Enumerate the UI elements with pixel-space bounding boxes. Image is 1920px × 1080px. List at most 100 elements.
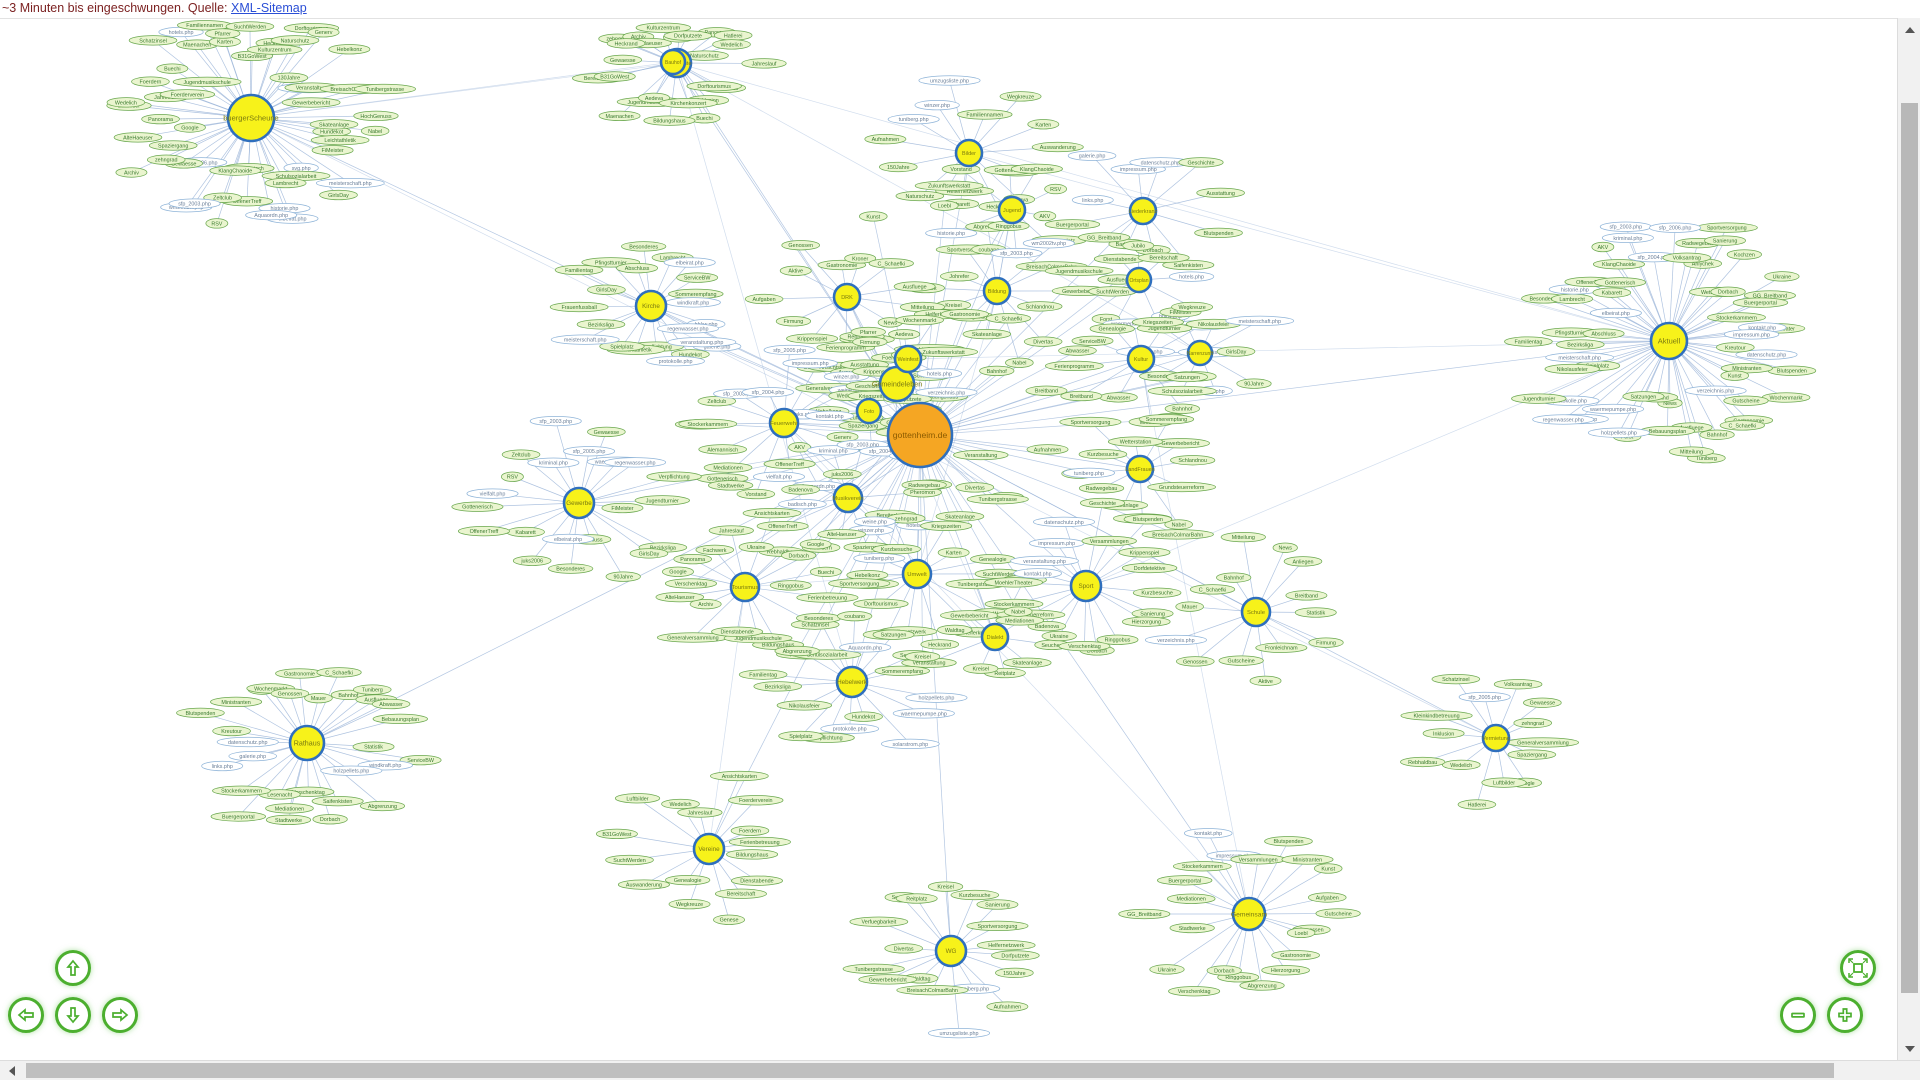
graph-leaf-node[interactable]: Google	[799, 539, 832, 550]
graph-leaf-node[interactable]: Wedelich	[106, 97, 146, 108]
graph-leaf-node[interactable]: Karten	[1027, 119, 1060, 130]
graph-hub-node[interactable]: Rathaus	[288, 724, 326, 762]
graph-leaf-node[interactable]: OffenerTreff	[457, 526, 510, 537]
graph-leaf-node[interactable]: Gastronomie	[1271, 950, 1320, 961]
graph-leaf-node[interactable]: Genossen	[1176, 656, 1215, 667]
graph-hub-node[interactable]: Foto	[855, 397, 883, 425]
graph-leaf-node[interactable]: Jugendturnier	[1511, 393, 1567, 404]
graph-leaf-node[interactable]: Auswanderung	[617, 879, 670, 890]
graph-leaf-node[interactable]: Kabarett	[1592, 287, 1632, 298]
graph-leaf-node[interactable]: Auswanderung	[1031, 141, 1084, 153]
graph-leaf-node[interactable]: Inklusion	[1422, 728, 1465, 739]
graph-leaf-node[interactable]: Sanierung	[1704, 235, 1746, 246]
graph-hub-node[interactable]: Jugend	[997, 195, 1027, 225]
graph-leaf-node[interactable]: meisterschaft.php	[1225, 315, 1295, 326]
graph-hub-node[interactable]: Umwelt	[901, 558, 933, 590]
graph-leaf-node[interactable]: Bebauungsplan	[372, 713, 428, 725]
graph-leaf-node[interactable]: AKV	[1591, 241, 1615, 253]
graph-leaf-node[interactable]: meisterschaft.php	[550, 334, 620, 345]
graph-leaf-node[interactable]: Kreisel	[927, 881, 964, 892]
graph-leaf-node[interactable]: Genealogie	[665, 875, 711, 886]
graph-leaf-node[interactable]: vielfalt.php	[752, 471, 805, 482]
graph-leaf-node[interactable]: Fachwerk	[695, 544, 735, 556]
graph-leaf-node[interactable]: Spaziergang	[1507, 749, 1557, 760]
graph-leaf-node[interactable]: Mauer	[1175, 601, 1204, 612]
graph-leaf-node[interactable]: Jahreslauf	[677, 807, 723, 818]
zoom-out-button[interactable]	[1780, 997, 1816, 1033]
graph-leaf-node[interactable]: Versammlungen	[1230, 854, 1286, 865]
graph-leaf-node[interactable]: Tunibergstrasse	[353, 83, 416, 95]
horizontal-scroll-thumb[interactable]	[26, 1063, 1834, 1078]
graph-leaf-node[interactable]: Zeltclub	[697, 395, 737, 407]
fit-to-screen-button[interactable]	[1840, 950, 1876, 986]
graph-leaf-node[interactable]: GirlsDay	[1216, 346, 1256, 357]
graph-leaf-node[interactable]: Kurzbesuche	[950, 889, 1000, 901]
graph-leaf-node[interactable]: datenschutz.php	[1735, 349, 1798, 360]
graph-leaf-node[interactable]: Nikolausfeier	[1544, 363, 1600, 375]
graph-leaf-node[interactable]: Aufnahmen	[864, 134, 907, 145]
graph-leaf-node[interactable]: Sommerempfang	[668, 288, 724, 300]
graph-leaf-node[interactable]: Reitplatz	[895, 893, 938, 904]
graph-leaf-node[interactable]: GG_Breitband	[1118, 908, 1171, 920]
graph-leaf-node[interactable]: Familientag	[554, 264, 604, 276]
graph-leaf-node[interactable]: Divertas	[955, 482, 995, 493]
graph-leaf-node[interactable]: Lambrecht	[1551, 293, 1594, 304]
graph-leaf-node[interactable]: Kunst	[1720, 370, 1750, 381]
graph-leaf-node[interactable]: Zukunftswerkstatt	[914, 180, 984, 191]
graph-leaf-node[interactable]: verzeichnis.php	[1684, 385, 1747, 396]
graph-leaf-node[interactable]: Saifenkisten	[1162, 259, 1215, 271]
graph-leaf-node[interactable]: badisch.php	[778, 499, 827, 510]
graph-leaf-node[interactable]: Generalversammlung	[1506, 737, 1579, 748]
graph-leaf-node[interactable]: Karten	[208, 36, 241, 47]
graph-leaf-node[interactable]: Stockerkammern	[1707, 312, 1766, 323]
graph-leaf-node[interactable]: Gutscheine	[1218, 655, 1264, 666]
graph-leaf-node[interactable]: Abschluss	[616, 263, 659, 274]
graph-leaf-node[interactable]: coubano	[837, 611, 873, 622]
graph-leaf-node[interactable]: galerie.php	[228, 751, 278, 762]
graph-leaf-node[interactable]: sfp_2005.php	[763, 344, 816, 356]
graph-leaf-node[interactable]: 150Jahre	[995, 967, 1034, 978]
graph-leaf-node[interactable]: Gewaesse	[587, 426, 626, 437]
graph-leaf-node[interactable]: Archiv	[689, 599, 722, 610]
graph-hub-node[interactable]: Vereine	[692, 832, 726, 866]
graph-leaf-node[interactable]: KlangChaoide	[1010, 163, 1063, 174]
graph-leaf-node[interactable]: Ausstattung	[1196, 187, 1245, 198]
graph-leaf-node[interactable]: Statistik	[352, 741, 395, 752]
graph-leaf-node[interactable]: Statistik	[1294, 607, 1337, 618]
graph-leaf-node[interactable]: Gewaesse	[603, 54, 643, 66]
graph-leaf-node[interactable]: Gastronomie	[940, 309, 990, 320]
graph-leaf-node[interactable]: zehngrad	[1513, 717, 1553, 729]
graph-leaf-node[interactable]: Familiennamen	[177, 20, 233, 31]
graph-leaf-node[interactable]: Gewerbebericht	[940, 610, 999, 621]
graph-canvas[interactable]: Hundekot Leichtathletik FiMeister meistersc…	[0, 18, 1897, 1060]
graph-leaf-node[interactable]: Tuniberg	[352, 684, 392, 695]
graph-leaf-node[interactable]: Kurzbesuche	[1078, 449, 1128, 460]
graph-leaf-node[interactable]: Mauer	[304, 693, 333, 704]
graph-leaf-node[interactable]: Jugendmusikschule	[172, 76, 242, 87]
graph-hub-node[interactable]: Tourismus	[729, 571, 761, 603]
graph-leaf-node[interactable]: Panorama	[673, 554, 712, 565]
graph-leaf-node[interactable]: News	[1272, 542, 1298, 553]
graph-leaf-node[interactable]: B31GoWest	[595, 828, 638, 840]
graph-leaf-node[interactable]: weine.php	[853, 516, 896, 527]
graph-leaf-node[interactable]: Genealogie	[1089, 323, 1135, 334]
graph-leaf-node[interactable]: ServiceBW	[399, 754, 442, 766]
graph-leaf-node[interactable]: Versammlungen	[1081, 535, 1137, 547]
graph-leaf-node[interactable]: Anliegen	[1283, 556, 1323, 567]
graph-leaf-node[interactable]: AlteHaeuser	[817, 529, 866, 540]
graph-leaf-node[interactable]: Aedeva	[888, 329, 921, 340]
graph-leaf-node[interactable]: Ferienprogramm	[1045, 360, 1104, 372]
graph-leaf-node[interactable]: impressum.php	[782, 358, 838, 369]
graph-leaf-node[interactable]: Luftbilder	[1481, 777, 1527, 788]
graph-leaf-node[interactable]: BreisachColmarBahn	[1141, 529, 1214, 540]
graph-leaf-node[interactable]: Panorama	[141, 113, 180, 125]
graph-leaf-node[interactable]: Dienstabende	[1093, 253, 1146, 264]
graph-leaf-node[interactable]: Breitband	[1025, 385, 1068, 396]
graph-leaf-node[interactable]: Sportversorgung	[1059, 416, 1122, 428]
graph-leaf-node[interactable]: sfp_2005.php	[1458, 691, 1511, 703]
graph-hub-node[interactable]: Schule	[1240, 596, 1272, 628]
graph-leaf-node[interactable]: Sommerempfang	[1138, 414, 1195, 425]
graph-leaf-node[interactable]: Maenachen	[598, 110, 641, 122]
graph-leaf-node[interactable]: kriminal.php	[527, 457, 580, 468]
graph-leaf-node[interactable]: Volksantrag	[1493, 679, 1543, 690]
